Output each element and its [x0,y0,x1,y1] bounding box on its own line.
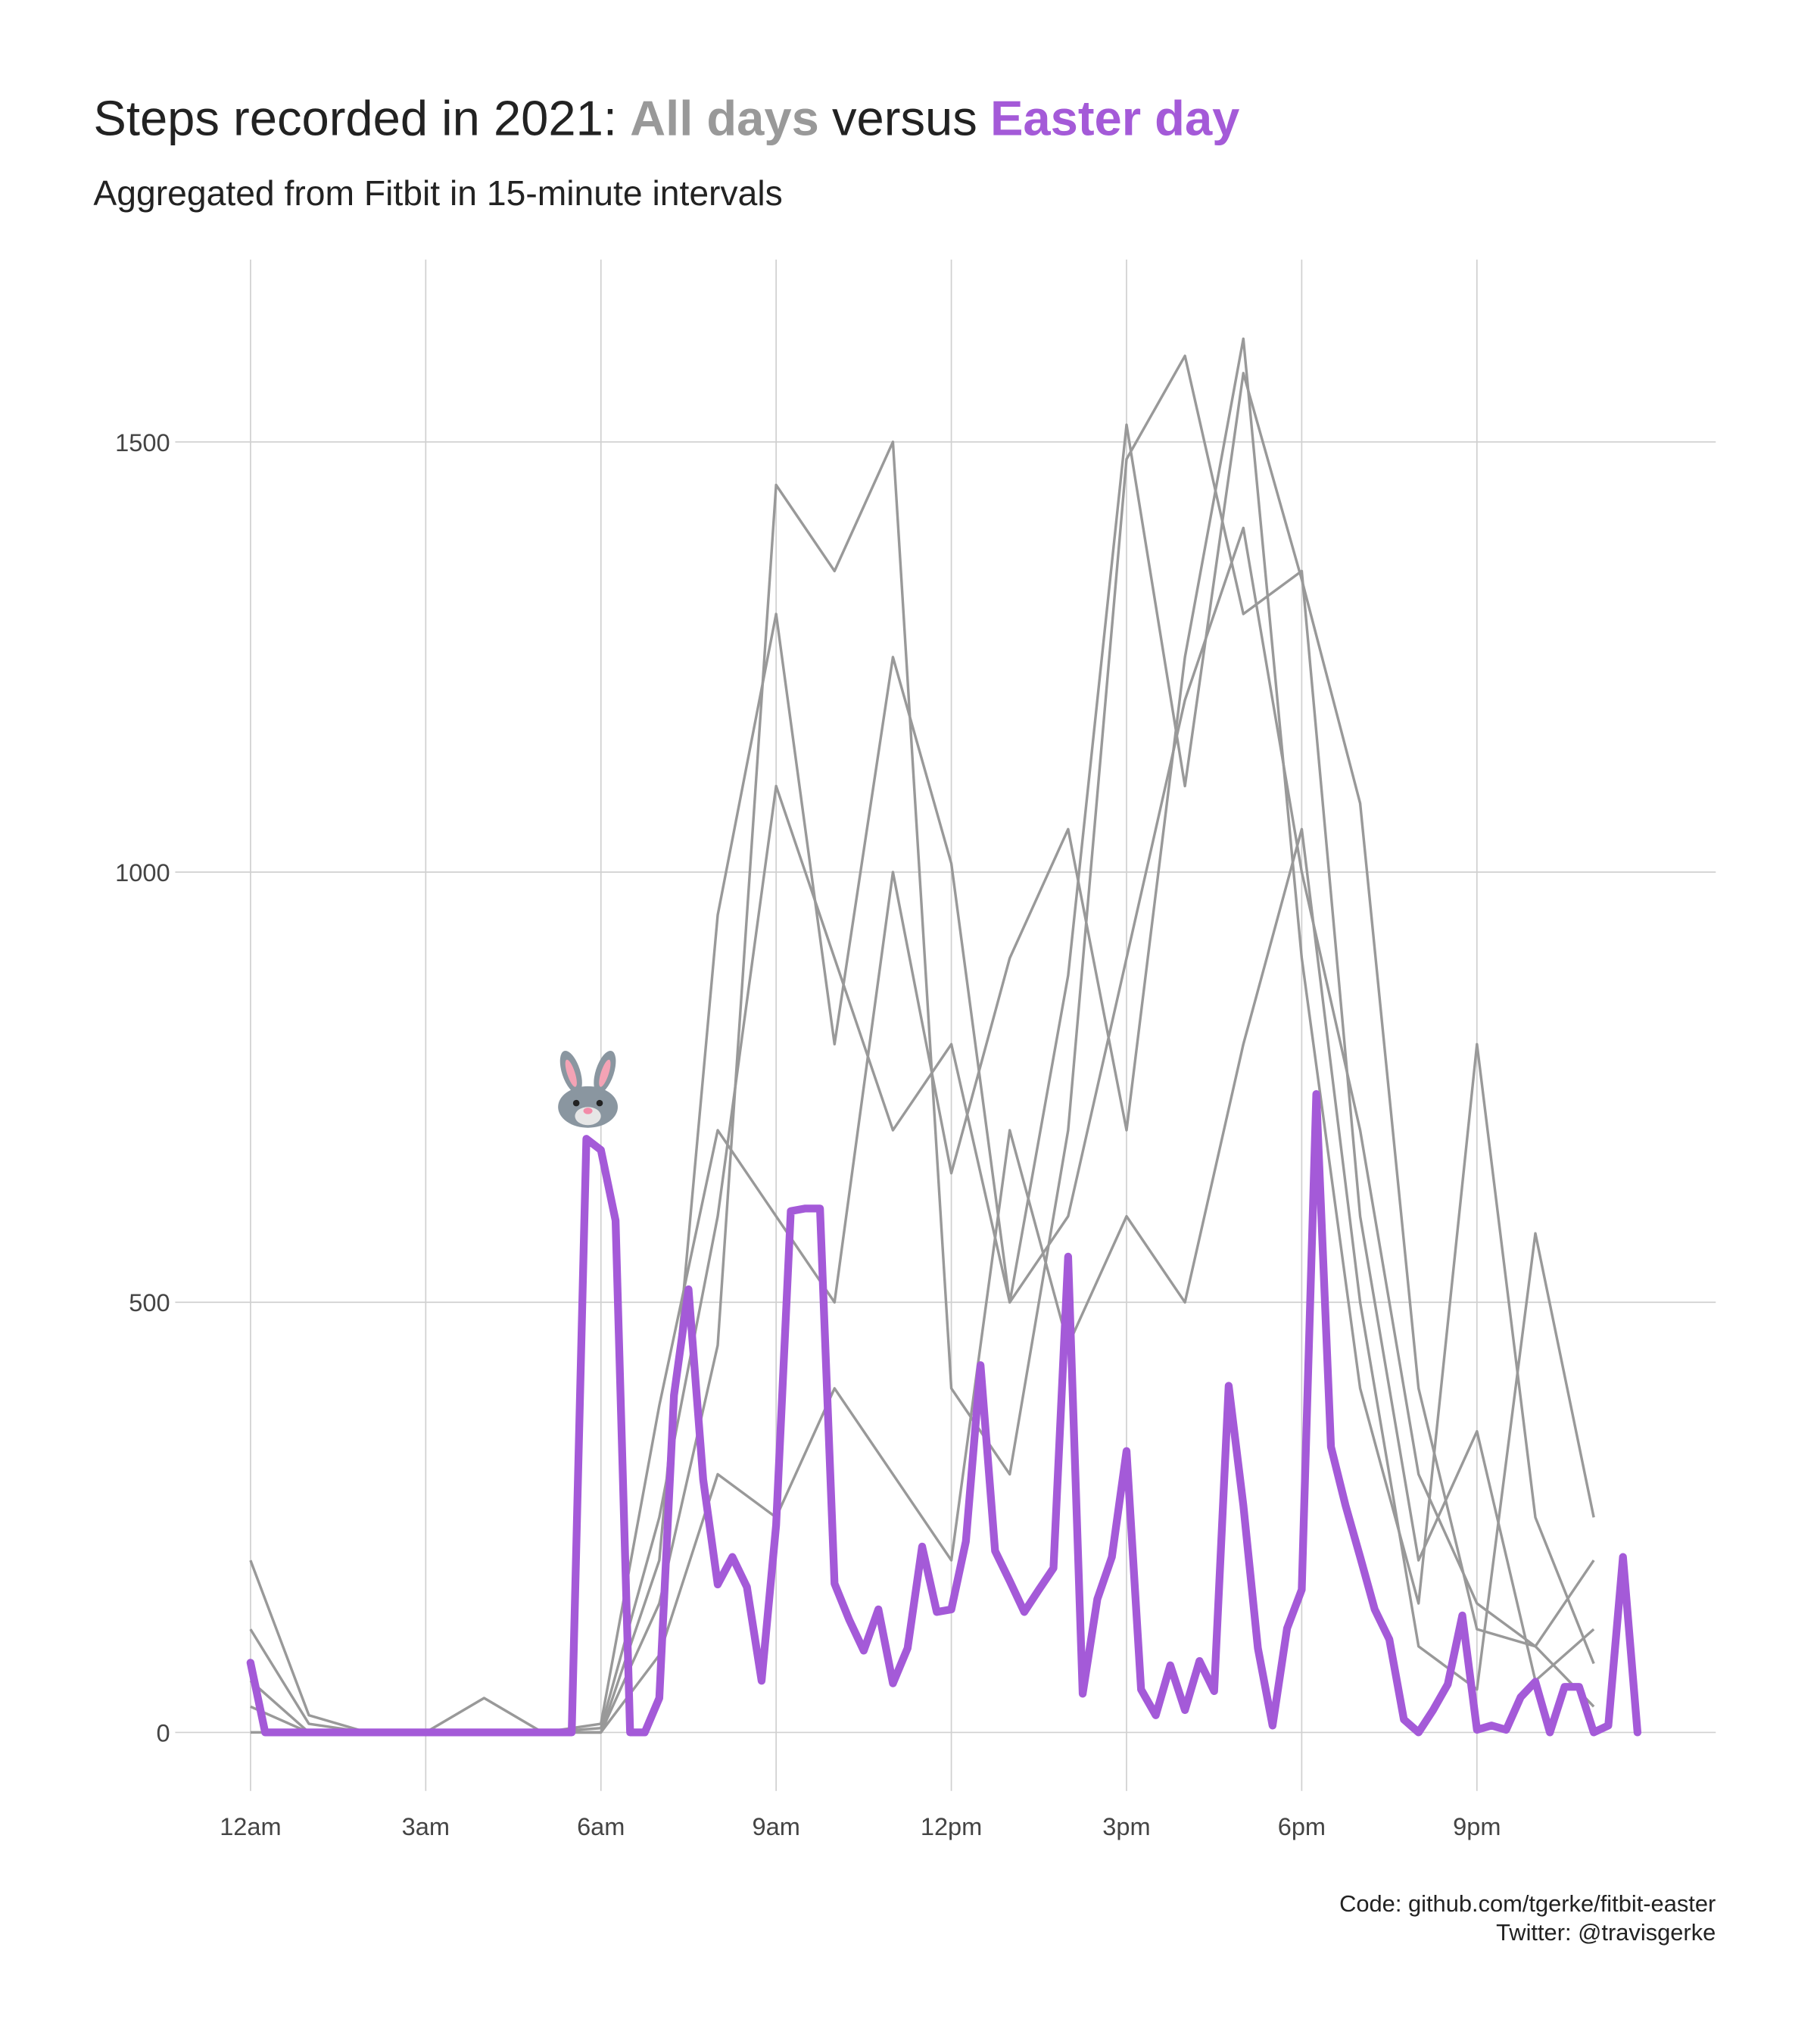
caption: Twitter: @travisgerke [1496,1919,1716,1946]
day-line [250,827,1595,1734]
x-tick-label: 9am [752,1813,799,1840]
bunny-muzzle [575,1107,601,1126]
title-prefix: Steps recorded in 2021: [93,90,617,145]
x-tick-label: 12pm [921,1813,982,1840]
bunny-eye [596,1099,603,1107]
bunny-nose [583,1108,593,1114]
x-tick-label: 12am [220,1813,281,1840]
x-tick-label: 6pm [1278,1813,1326,1840]
bunny-icon [558,1051,618,1128]
bunny-ear-inner [565,1059,577,1087]
chart-subtitle: Aggregated from Fitbit in 15-minute inte… [93,173,782,213]
title-joiner: versus [832,90,977,145]
caption: Code: github.com/tgerke/fitbit-easter [1339,1890,1716,1917]
bunny-eye [572,1099,580,1107]
grid: 0 500 1000 1500 12am 3am 6am 9am 12pm 3pm 6pm 9pm [115,259,1716,1840]
bunny-ear-inner [599,1059,611,1087]
easter-line [246,1090,1642,1737]
x-tick-label: 3pm [1102,1813,1150,1840]
x-tick-label: 3am [402,1813,450,1840]
bunny-head [558,1086,618,1128]
y-tick-label: 1000 [115,859,170,886]
y-tick-label: 1500 [115,429,170,456]
lines [246,337,1642,1737]
x-tick-label: 6am [577,1813,625,1840]
title-series-name: All days [630,90,819,145]
y-tick-label: 500 [129,1289,170,1316]
y-tick-label: 0 [156,1719,170,1746]
chart-title: Steps recorded in 2021: All days versus Eas… [93,90,1239,145]
title-series-name: Easter day [990,90,1239,145]
x-tick-label: 9pm [1453,1813,1501,1840]
